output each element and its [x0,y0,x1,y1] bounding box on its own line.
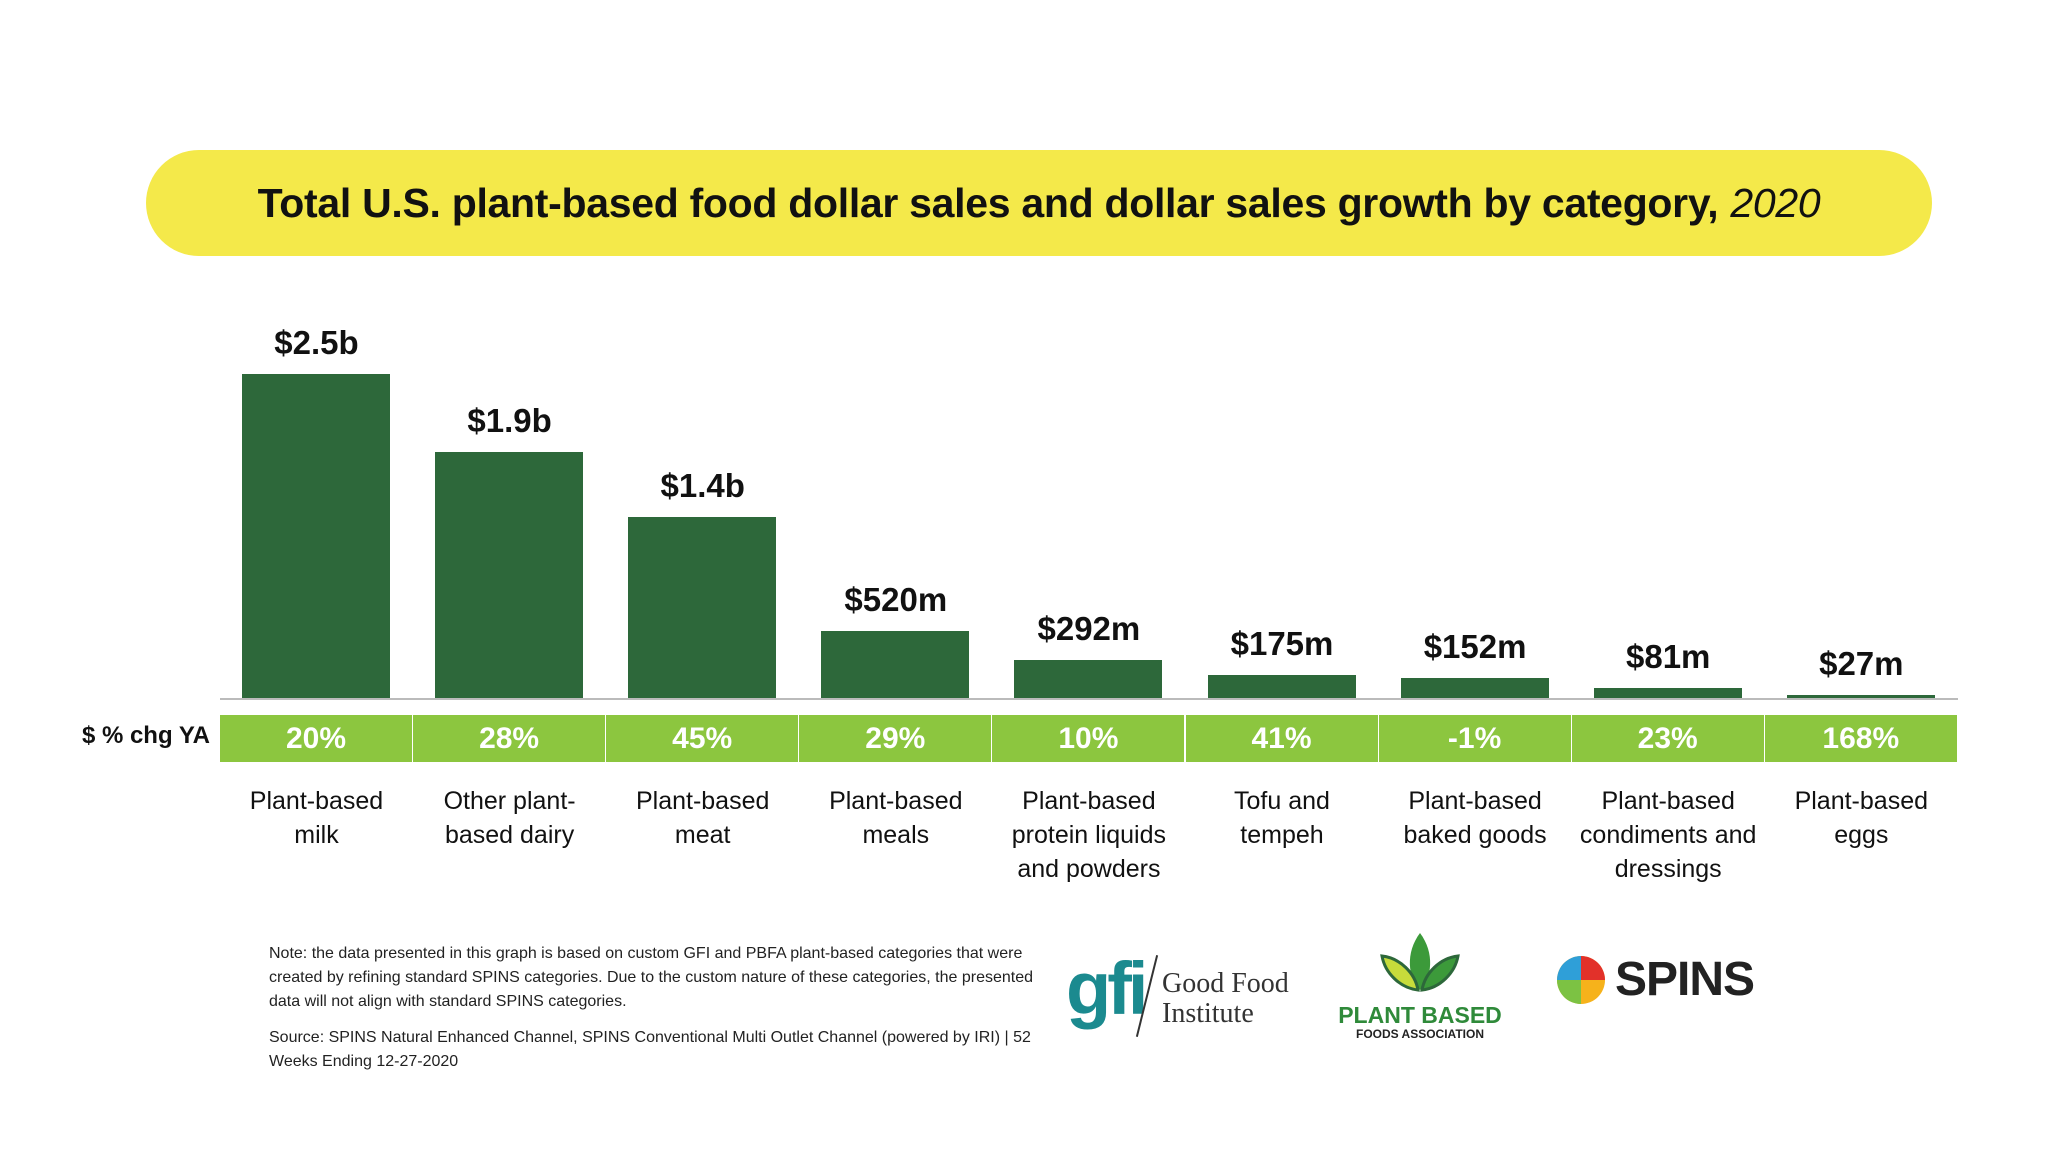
baseline [220,698,1958,700]
category-label: Plant-based protein liquids and powders [1011,787,1167,883]
growth-cell: 28% [413,715,606,762]
category-label: Plant-based meals [829,787,963,849]
category-label: Plant-based eggs [1794,787,1929,849]
growth-cell: 23% [1571,715,1764,762]
gfi-text2: Institute [1162,998,1254,1029]
value-label: $520m [844,580,948,618]
growth-cell: 10% [992,715,1185,762]
bar [1207,675,1356,698]
title-year: 2020 [1730,179,1821,226]
value-label: $152m [1423,628,1527,666]
category-label: Tofu and tempeh [1234,787,1330,849]
value-label: $1.4b [660,466,745,504]
title-text: Total U.S. plant-based food dollar sales… [257,179,1719,226]
gfi-text1: Good Food [1162,968,1289,999]
note-text: Note: the data presented in this graph i… [269,945,1033,1010]
bar [242,374,390,698]
category-label: Plant-based milk [249,787,384,849]
footnotes: Note: the data presented in this graph i… [269,942,1039,1086]
bar [435,451,584,698]
category-label: Plant-based baked goods [1403,787,1547,849]
category-label: Plant-based meat [635,787,770,849]
category-label: Plant-based condiments and dressings [1579,787,1757,883]
pbfa-logo: PLANT BASED FOODS ASSOCIATION [1330,928,1510,1041]
value-label: $27m [1819,644,1904,682]
bar [1593,687,1742,698]
gfi-logo: gfi Good Food Institute [1066,947,1306,1040]
growth-cell: 20% [220,715,412,762]
spins-logo: SPINS [1553,952,1783,1008]
value-label: $81m [1625,637,1711,675]
category-label: Other plant- based dairy [443,787,576,849]
leaves-icon [1380,933,1460,992]
globe-icon [1557,956,1605,1004]
growth-cell: -1% [1378,715,1571,762]
bar [1786,694,1935,698]
growth-cell: 45% [606,715,799,762]
growth-row-label: $ % chg YA [81,722,210,749]
bar [1014,660,1163,698]
value-label: $292m [1037,610,1141,648]
growth-cell: 29% [799,715,992,762]
bar [821,630,970,698]
value-label: $2.5b [274,324,359,361]
gfi-mark: gfi [1066,947,1148,1030]
bar [1400,678,1549,698]
value-label: $175m [1230,625,1334,663]
growth-cell: 41% [1185,715,1378,762]
growth-cell: 168% [1764,715,1957,762]
pbfa-text2: FOODS ASSOCIATION [1355,1027,1484,1041]
value-label: $1.9b [467,401,552,439]
source-text: Source: SPINS Natural Enhanced Channel, … [269,1029,1031,1070]
pbfa-text1: PLANT BASED [1338,1002,1502,1028]
chart-title: Total U.S. plant-based food dollar sales… [146,150,1932,256]
spins-text: SPINS [1615,953,1755,1006]
bar [628,516,777,698]
